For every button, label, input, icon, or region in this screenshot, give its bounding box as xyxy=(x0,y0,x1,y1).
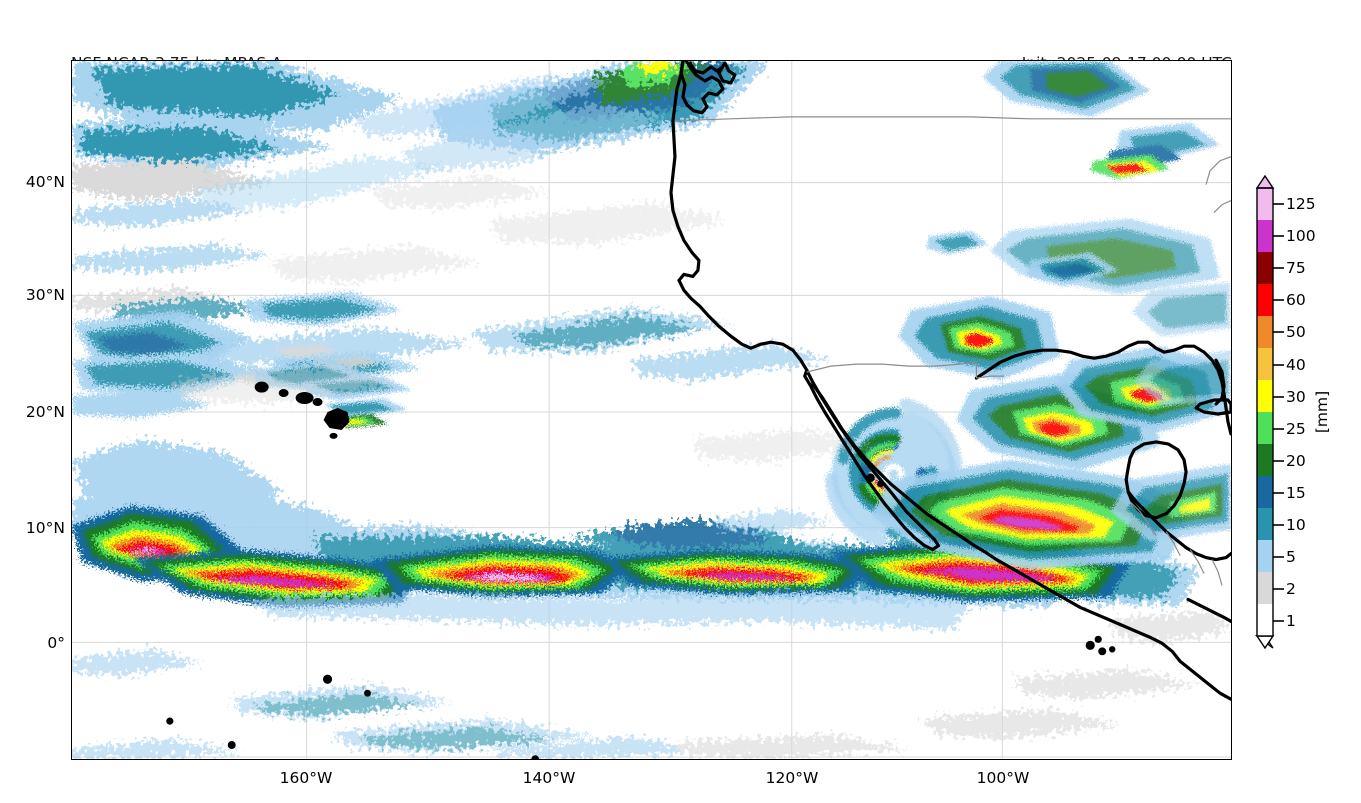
colorbar-ticks xyxy=(1273,203,1284,622)
colorbar-tick-label: 30 xyxy=(1286,388,1306,406)
colorbar-unit-label: [mm] xyxy=(1313,390,1331,434)
colorbar-tick-label: 75 xyxy=(1286,259,1306,277)
coastlines xyxy=(166,61,1231,759)
colorbar-tick-label: 50 xyxy=(1286,323,1306,341)
colorbar-swatches xyxy=(1254,174,1284,650)
colorbar xyxy=(1248,174,1290,652)
colorbar-tick-label: 40 xyxy=(1286,356,1306,374)
y-tick-label: 40°N xyxy=(25,173,65,191)
precip-equatorial-wisps xyxy=(72,611,1231,759)
y-tick-label: 20°N xyxy=(25,403,65,421)
colorbar-tick-label: 20 xyxy=(1286,452,1306,470)
y-tick-label: 30°N xyxy=(25,286,65,304)
x-tick-label: 100°W xyxy=(976,769,1030,787)
x-tick-label: 140°W xyxy=(522,769,576,787)
x-tick-label: 160°W xyxy=(279,769,333,787)
hawaiian-islands xyxy=(254,381,350,439)
colorbar-over-arrow xyxy=(1255,174,1275,189)
colorbar-tick-label: 100 xyxy=(1286,227,1316,245)
colorbar-tick-label: 2 xyxy=(1286,580,1296,598)
precip-midlat-wisps xyxy=(72,198,831,381)
colorbar-tick-label: 5 xyxy=(1286,548,1296,566)
y-tick-label: 0° xyxy=(47,634,65,652)
colorbar-tick-label: 60 xyxy=(1286,291,1306,309)
colorbar-tick-label: 1 xyxy=(1286,612,1296,630)
precip-itcz-band xyxy=(72,439,1201,630)
precip-rockies xyxy=(926,61,1221,287)
colorbar-tick-label: 15 xyxy=(1286,484,1306,502)
precipitation-map xyxy=(72,61,1231,759)
map-plot-area xyxy=(71,60,1232,760)
x-tick-label: 120°W xyxy=(765,769,819,787)
political-borders xyxy=(674,116,1231,586)
colorbar-tick-label: 10 xyxy=(1286,516,1306,534)
colorbar-tick-label: 125 xyxy=(1286,195,1316,213)
colorbar-bands xyxy=(1257,188,1273,636)
colorbar-tick-label: 25 xyxy=(1286,420,1306,438)
precip-haze xyxy=(171,176,871,462)
y-tick-label: 10°N xyxy=(25,519,65,537)
